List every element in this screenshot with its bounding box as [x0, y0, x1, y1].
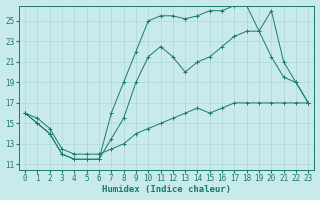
- X-axis label: Humidex (Indice chaleur): Humidex (Indice chaleur): [102, 185, 231, 194]
